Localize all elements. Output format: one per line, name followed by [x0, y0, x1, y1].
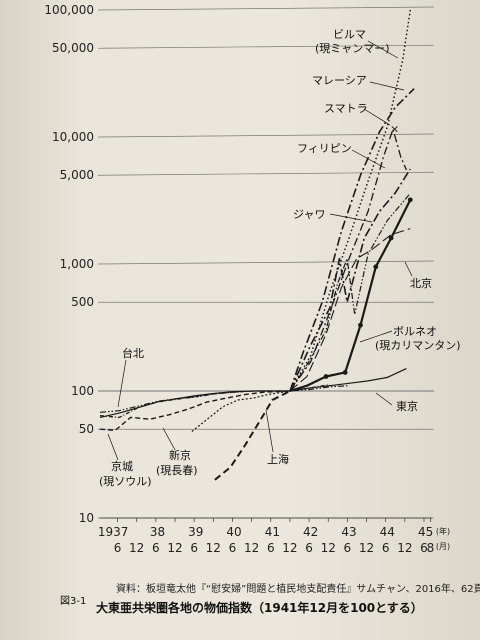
x-year-label: 40: [226, 525, 241, 539]
series-label: 新京: [169, 448, 191, 462]
series-line-10: [99, 390, 291, 431]
x-year-label: 38: [150, 525, 165, 539]
series-label: 台北: [122, 346, 144, 360]
x-month-label: 6: [114, 541, 122, 555]
series-line-2: [289, 128, 407, 392]
x-year-label: 41: [265, 525, 280, 539]
series-line-0: [289, 9, 412, 392]
series-label: ビルマ: [333, 28, 366, 41]
series-line-5: [289, 228, 411, 392]
gridline-5000: [97, 171, 435, 176]
series-label: 東京: [396, 399, 418, 413]
label-leader-line: [404, 261, 413, 277]
x-month-label: 6: [420, 541, 428, 555]
series-point: [323, 374, 329, 379]
series-label: 京城: [111, 459, 133, 473]
series-label: (現ソウル): [99, 475, 152, 488]
label-leader-line: [117, 359, 127, 408]
x-year-label: 43: [341, 525, 356, 539]
label-leader-line: [359, 330, 393, 343]
label-leader-line: [363, 108, 391, 126]
label-leader-line: [369, 81, 405, 91]
x-month-label: 6: [152, 541, 160, 555]
source-note: 資料：板垣竜太他『“慰安婦”問題と植民地支配責任』サムチャン、2016年、62頁: [116, 582, 480, 595]
series-line-4: [289, 192, 411, 392]
label-leader-line: [367, 40, 399, 59]
label-leader-line: [329, 213, 373, 223]
gridline-100000: [97, 6, 435, 11]
y-tick-label: 1,000: [60, 257, 94, 271]
series-point: [407, 197, 413, 203]
x-month-label: 6: [305, 541, 313, 555]
series-label: スマトラ: [324, 102, 368, 115]
series-marker: ×: [390, 122, 399, 135]
x-month-label: 12: [282, 541, 297, 555]
x-month-label: 12: [167, 541, 182, 555]
x-month-label: 12: [129, 541, 144, 555]
x-year-unit: (年): [436, 526, 450, 536]
series-label: 上海: [267, 452, 289, 466]
label-leader-line: [265, 409, 274, 453]
x-year-label: 39: [188, 525, 203, 539]
x-month-unit: (月): [436, 542, 450, 551]
x-year-label: 45: [418, 525, 433, 539]
y-tick-label: 50,000: [52, 41, 94, 55]
series-label: ジャワ: [293, 208, 325, 221]
series-label: マレーシア: [312, 74, 367, 87]
series-line-12: [214, 390, 291, 481]
y-tick-label: 500: [71, 295, 94, 309]
x-month-label: 6: [190, 541, 198, 555]
x-month-label: 6: [344, 541, 352, 555]
x-month-label: 12: [321, 541, 336, 555]
series-label: ボルネオ: [393, 325, 437, 338]
y-tick-label: 50: [79, 422, 94, 436]
label-leader-line: [162, 427, 176, 451]
series-label: 北京: [410, 276, 432, 290]
series-point: [342, 370, 348, 375]
x-month-label: 6: [267, 541, 275, 555]
x-month-label: 12: [397, 541, 412, 555]
gridline-10000: [97, 133, 435, 138]
series-point: [388, 235, 394, 241]
x-month-label: 12: [244, 541, 259, 555]
x-month-label: 8: [427, 541, 435, 555]
series-label: (現ミャンマー): [315, 42, 390, 55]
series-line-3: [289, 168, 411, 392]
y-tick-label: 5,000: [60, 168, 94, 182]
y-tick-label: 100: [71, 384, 94, 398]
x-month-label: 12: [206, 541, 221, 555]
series-line-6: [289, 199, 412, 393]
label-leader-line: [375, 392, 393, 406]
series-label: フィリピン: [297, 142, 352, 155]
series-label: (現カリマンタン): [375, 339, 461, 352]
series-line-11: [191, 390, 291, 432]
series-label: (現長春): [156, 464, 198, 477]
x-year-label: 42: [303, 525, 318, 539]
y-tick-label: 10,000: [52, 130, 94, 144]
label-leader-line: [107, 433, 119, 461]
x-month-label: 12: [359, 541, 374, 555]
series-point: [358, 322, 363, 328]
gridline-1000: [97, 260, 435, 265]
gridline-50000: [97, 44, 435, 49]
chart-title: 大東亜共栄圏各地の物価指数（1941年12月を100とする）: [96, 600, 423, 615]
series-line-9: [99, 384, 330, 419]
x-year-label: 1937: [98, 525, 129, 539]
x-year-label: 44: [380, 525, 395, 539]
x-month-label: 6: [382, 541, 390, 555]
label-leader-line: [351, 149, 386, 169]
series-point: [373, 264, 379, 270]
y-tick-label: 10: [79, 511, 94, 525]
x-month-label: 6: [229, 541, 237, 555]
figure-number: 図3-1: [60, 595, 86, 607]
y-tick-label: 100,000: [44, 3, 94, 17]
